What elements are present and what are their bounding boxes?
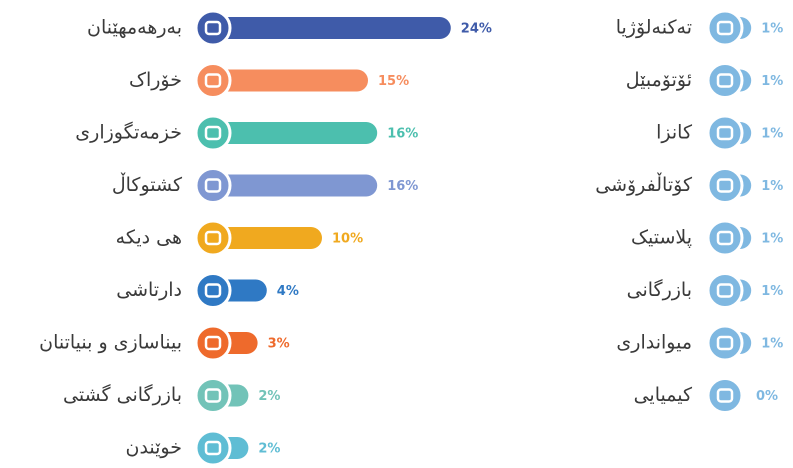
value-label: 15% [378,74,409,89]
icon [716,73,734,88]
category-label: خۆراک [129,69,182,91]
category-label: دارتاشی [116,279,182,301]
bar [213,69,368,92]
icon [204,440,222,456]
category-label: میوانداری [616,332,692,354]
icon [204,388,222,403]
icon-circle [706,167,744,204]
category-label: پلاستیک [631,227,692,249]
value-label: 10% [332,232,363,247]
category-label: کۆتاڵفرۆشی [595,172,693,196]
icon-circle [194,272,232,309]
category-label: خزمەتگوزاری [75,121,182,144]
icon [716,388,734,403]
icon-circle [194,377,232,414]
icon-circle [706,219,744,257]
category-label: کانزا [656,122,693,144]
value-label: 1% [761,179,783,194]
value-label: 4% [277,284,299,299]
icon [204,178,222,193]
category-label: کیمیایی [634,384,693,406]
icon-circle [194,219,232,257]
value-label: 24% [461,22,492,37]
value-label: 3% [268,337,290,352]
value-label: 16% [387,179,418,194]
icon-circle [194,62,232,99]
value-label: 1% [761,74,783,89]
icon [716,125,734,141]
value-label: 1% [761,127,783,142]
bar [213,17,451,39]
icon [204,230,222,246]
icon [204,125,222,141]
value-label: 1% [761,284,783,299]
icon-circle [194,324,232,362]
value-label: 1% [761,337,783,352]
icon-circle [706,324,744,362]
category-label: هی دیکە [116,227,182,249]
icon [716,20,734,36]
value-label: 1% [761,22,783,37]
icon [716,335,734,351]
category-label: بەرهەمهێنان [87,17,182,39]
icon [204,283,222,298]
icon-circle [194,167,232,204]
icon-circle [706,114,744,152]
bar [213,122,378,144]
category-label: بازرگانی گشتی [63,383,182,406]
icon-circle [194,429,232,467]
icon [204,335,222,351]
icon [204,20,222,36]
category-label: ئۆتۆمبێل [626,69,692,91]
category-label: خوێندن [125,437,182,459]
value-label: 2% [258,389,280,404]
icon-circle [194,114,232,152]
bar [213,174,378,197]
category-label: تەکنەلۆژیا [616,17,692,39]
category-label: کشتوکاڵ [112,173,183,196]
icon [204,73,222,88]
icon-circle [194,9,232,47]
value-label: 0% [756,389,778,404]
icon [716,230,734,246]
icon-circle [706,62,744,99]
icon [716,283,734,298]
category-label: بیناسازی و بنیاتنان [39,332,182,354]
value-label: 1% [761,232,783,247]
value-label: 16% [387,127,418,142]
value-label: 2% [258,442,280,457]
icon-circle [706,272,744,309]
category-label: بازرگانی [627,278,692,301]
icon-circle [706,377,744,414]
bar [213,227,322,249]
icon-circle [706,9,744,47]
icon [716,178,734,193]
